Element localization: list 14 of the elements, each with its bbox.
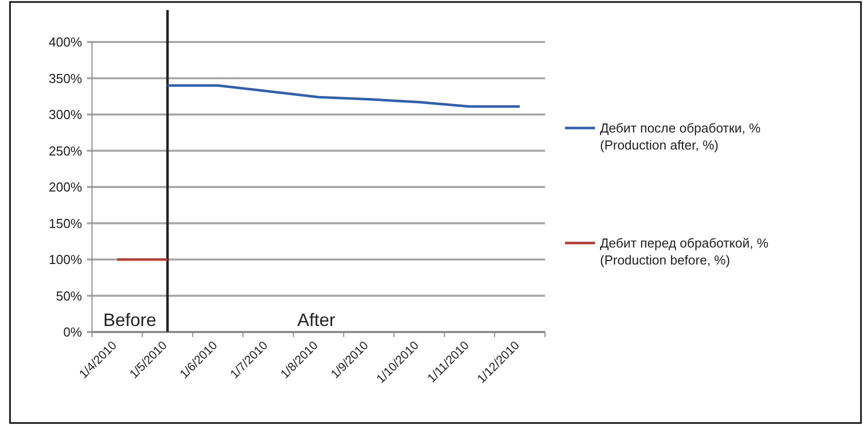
legend-label: Дебит после обработки, % (Production after, %) [600,120,762,153]
y-tick-label: 0% [63,324,82,340]
y-tick-label: 200% [48,180,82,195]
y-tick-label: 150% [48,216,82,231]
y-tick-label: 350% [48,70,82,86]
y-tick-label: 100% [48,252,82,268]
y-tick-label: 50% [56,288,82,304]
annotation: Before [103,310,156,330]
y-tick-label: 250% [48,143,82,158]
y-tick-label: 300% [48,107,82,122]
line-series [166,84,522,108]
annotation: After [297,310,336,330]
legend-label: Дебит перед обработкой, % (Production before, %) [600,236,769,268]
y-tick-label: 400% [48,34,82,50]
